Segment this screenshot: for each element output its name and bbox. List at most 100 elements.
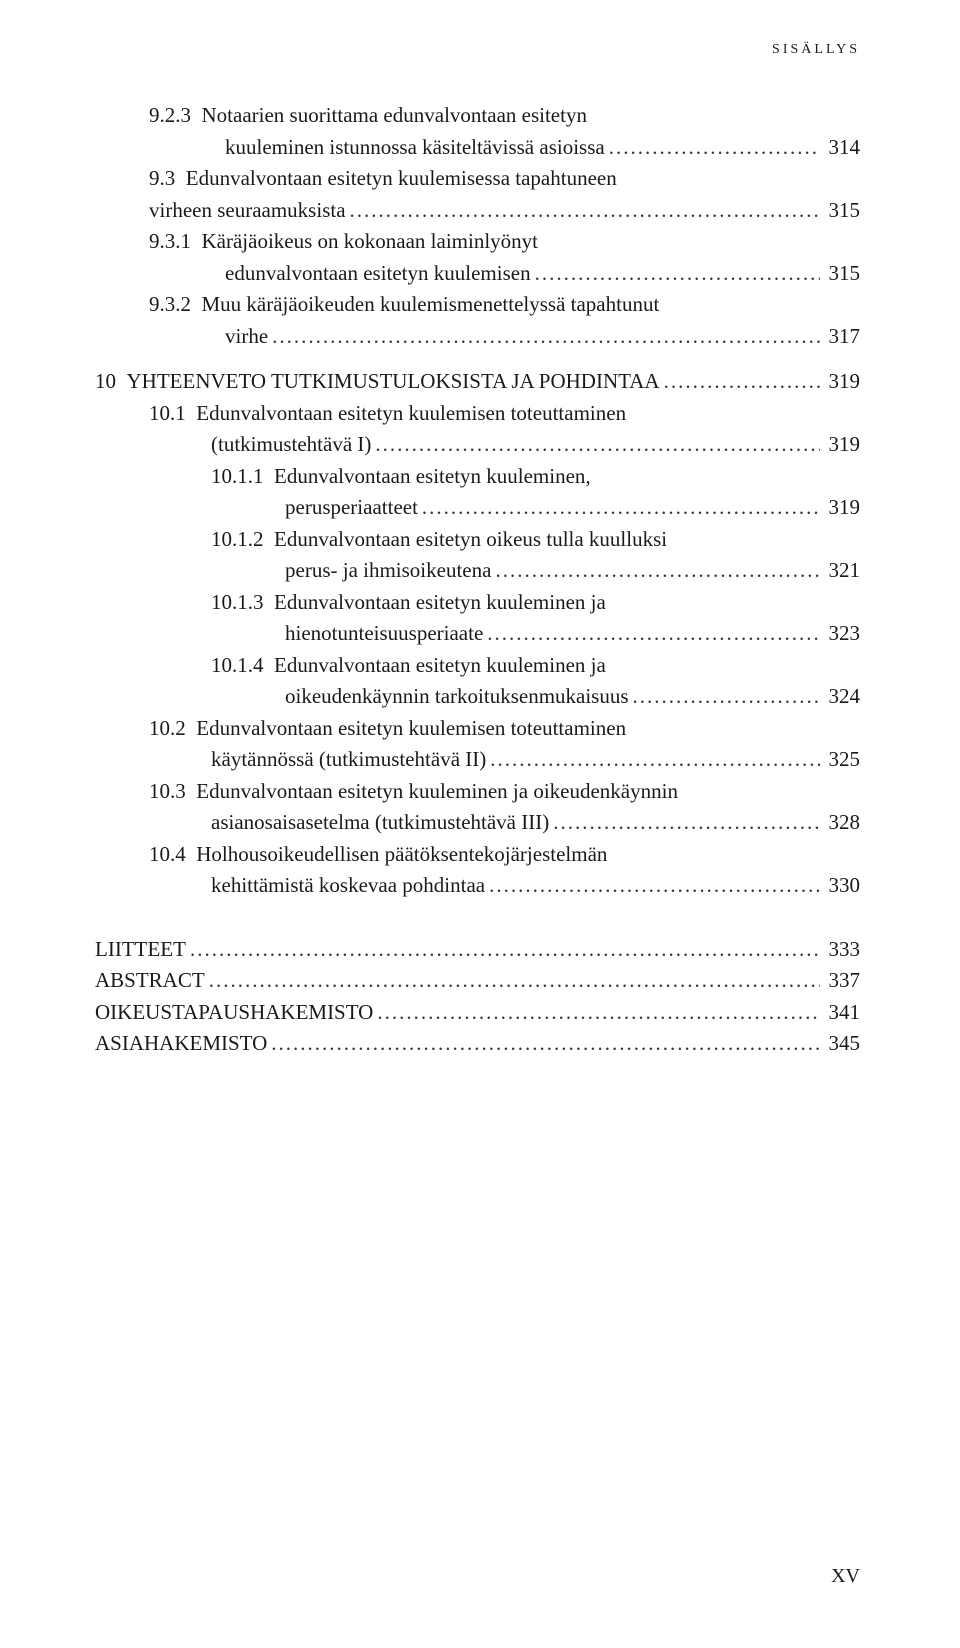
- toc-page: 328: [820, 807, 860, 839]
- toc-section-10: 10 YHTEENVETO TUTKIMUSTULOKSISTA JA POHD…: [95, 366, 860, 902]
- toc-number: 10.2: [149, 713, 196, 745]
- toc-text: virheen seuraamuksista: [149, 195, 346, 227]
- toc-text: Käräjäoikeus on kokonaan laiminlyönyt: [202, 226, 539, 258]
- toc-text: Edunvalvontaan esitetyn kuuleminen ja oi…: [196, 776, 678, 808]
- toc-entry: kehittämistä koskevaa pohdintaa 330: [95, 870, 860, 902]
- toc-page: 333: [820, 934, 860, 966]
- toc-leader: [485, 870, 820, 902]
- toc-leader: [205, 965, 820, 997]
- toc-text: Muu käräjäoikeuden kuulemismenettelyssä …: [202, 289, 660, 321]
- toc-number: 10.1.3: [211, 587, 274, 619]
- toc-text: Edunvalvontaan esitetyn kuuleminen,: [274, 461, 591, 493]
- toc-page: 319: [820, 492, 860, 524]
- toc-entry: (tutkimustehtävä I) 319: [95, 429, 860, 461]
- toc-text: Edunvalvontaan esitetyn kuuleminen ja: [274, 650, 606, 682]
- toc-text: Edunvalvontaan esitetyn oikeus tulla kuu…: [274, 524, 667, 556]
- toc-number: 9.3: [149, 163, 186, 195]
- toc-page: 341: [820, 997, 860, 1029]
- toc-entry: asianosaisasetelma (tutkimustehtävä III)…: [95, 807, 860, 839]
- toc-entry: oikeudenkäynnin tarkoituksenmukaisuus 324: [95, 681, 860, 713]
- toc-page: 323: [820, 618, 860, 650]
- toc-text: edunvalvontaan esitetyn kuulemisen: [225, 258, 531, 290]
- toc-leader: [346, 195, 820, 227]
- toc-number: 10.3: [149, 776, 196, 808]
- toc-number: 10: [95, 366, 127, 398]
- toc-text: Edunvalvontaan esitetyn kuulemisen toteu…: [196, 398, 626, 430]
- toc-page: 321: [820, 555, 860, 587]
- toc-text: virhe: [225, 321, 268, 353]
- toc-text: YHTEENVETO TUTKIMUSTULOKSISTA JA POHDINT…: [127, 366, 660, 398]
- toc-number: 10.1.4: [211, 650, 274, 682]
- toc-number: 10.4: [149, 839, 196, 871]
- toc-text: perus- ja ihmisoikeutena: [285, 555, 491, 587]
- toc-leader: [268, 321, 820, 353]
- toc-text: kuuleminen istunnossa käsiteltävissä asi…: [225, 132, 605, 164]
- toc-page: 315: [820, 195, 860, 227]
- toc-entry: 9.3 Edunvalvontaan esitetyn kuulemisessa…: [95, 163, 860, 195]
- toc-page: 325: [820, 744, 860, 776]
- toc-text: Notaarien suorittama edunvalvontaan esit…: [202, 100, 587, 132]
- toc-number: 10.1.1: [211, 461, 274, 493]
- toc-text: Holhousoikeudellisen päätöksentekojärjes…: [196, 839, 607, 871]
- toc-entry: 10.3 Edunvalvontaan esitetyn kuuleminen …: [95, 776, 860, 808]
- toc-text: Edunvalvontaan esitetyn kuulemisen toteu…: [196, 713, 626, 745]
- toc-page: 315: [820, 258, 860, 290]
- toc-text: ASIAHAKEMISTO: [95, 1028, 267, 1060]
- toc-entry: 10.1.1 Edunvalvontaan esitetyn kuulemine…: [95, 461, 860, 493]
- toc-leader: [491, 555, 820, 587]
- toc-entry: perus- ja ihmisoikeutena 321: [95, 555, 860, 587]
- toc-text: LIITTEET: [95, 934, 186, 966]
- toc-entry: käytännössä (tutkimustehtävä II) 325: [95, 744, 860, 776]
- toc-leader: [531, 258, 820, 290]
- toc-entry: 10.1.4 Edunvalvontaan esitetyn kuulemine…: [95, 650, 860, 682]
- toc-number: 9.2.3: [149, 100, 202, 132]
- toc-text: (tutkimustehtävä I): [211, 429, 371, 461]
- toc-text: OIKEUSTAPAUSHAKEMISTO: [95, 997, 373, 1029]
- toc-entry: virheen seuraamuksista 315: [95, 195, 860, 227]
- toc-text: hienotunteisuusperiaate: [285, 618, 483, 650]
- toc-page: 314: [820, 132, 860, 164]
- toc-number: 10.1.2: [211, 524, 274, 556]
- toc-page: 345: [820, 1028, 860, 1060]
- toc-entry: perusperiaatteet 319: [95, 492, 860, 524]
- toc-page: 324: [820, 681, 860, 713]
- toc-end-matter: LIITTEET 333ABSTRACT337OIKEUSTAPAUSHAKEMI…: [95, 934, 860, 1060]
- toc-text: oikeudenkäynnin tarkoituksenmukaisuus: [285, 681, 629, 713]
- toc-leader: [418, 492, 820, 524]
- toc-entry: OIKEUSTAPAUSHAKEMISTO 341: [95, 997, 860, 1029]
- toc-leader: [629, 681, 820, 713]
- toc-text: ABSTRACT: [95, 965, 205, 997]
- toc-number: 9.3.1: [149, 226, 202, 258]
- toc-page: 330: [820, 870, 860, 902]
- toc-text: kehittämistä koskevaa pohdintaa: [211, 870, 485, 902]
- toc-leader: [483, 618, 820, 650]
- toc-section-9: 9.2.3 Notaarien suorittama edunvalvontaa…: [95, 100, 860, 352]
- toc-entry: LIITTEET 333: [95, 934, 860, 966]
- toc-leader: [267, 1028, 820, 1060]
- toc-entry: 10.1.2 Edunvalvontaan esitetyn oikeus tu…: [95, 524, 860, 556]
- toc-page: 317: [820, 321, 860, 353]
- page-number: XV: [831, 1565, 860, 1588]
- toc-text: Edunvalvontaan esitetyn kuuleminen ja: [274, 587, 606, 619]
- toc-leader: [549, 807, 820, 839]
- toc-entry: hienotunteisuusperiaate 323: [95, 618, 860, 650]
- toc-entry: 9.2.3 Notaarien suorittama edunvalvontaa…: [95, 100, 860, 132]
- toc-leader: [660, 366, 820, 398]
- toc-text: asianosaisasetelma (tutkimustehtävä III): [211, 807, 549, 839]
- toc-page: 319: [820, 366, 860, 398]
- running-header: SISÄLLYS: [772, 42, 860, 58]
- toc-entry: ASIAHAKEMISTO 345: [95, 1028, 860, 1060]
- toc-entry: edunvalvontaan esitetyn kuulemisen 315: [95, 258, 860, 290]
- toc-page: 319: [820, 429, 860, 461]
- toc-entry: 9.3.1 Käräjäoikeus on kokonaan laiminlyö…: [95, 226, 860, 258]
- toc-entry: 10.1.3 Edunvalvontaan esitetyn kuulemine…: [95, 587, 860, 619]
- toc-text: käytännössä (tutkimustehtävä II): [211, 744, 486, 776]
- toc-text: Edunvalvontaan esitetyn kuulemisessa tap…: [186, 163, 617, 195]
- toc-leader: [373, 997, 820, 1029]
- toc-number: 9.3.2: [149, 289, 202, 321]
- toc-entry: kuuleminen istunnossa käsiteltävissä asi…: [95, 132, 860, 164]
- toc-number: 10.1: [149, 398, 196, 430]
- toc-entry: ABSTRACT337: [95, 965, 860, 997]
- toc-leader: [605, 132, 820, 164]
- toc-text: perusperiaatteet: [285, 492, 418, 524]
